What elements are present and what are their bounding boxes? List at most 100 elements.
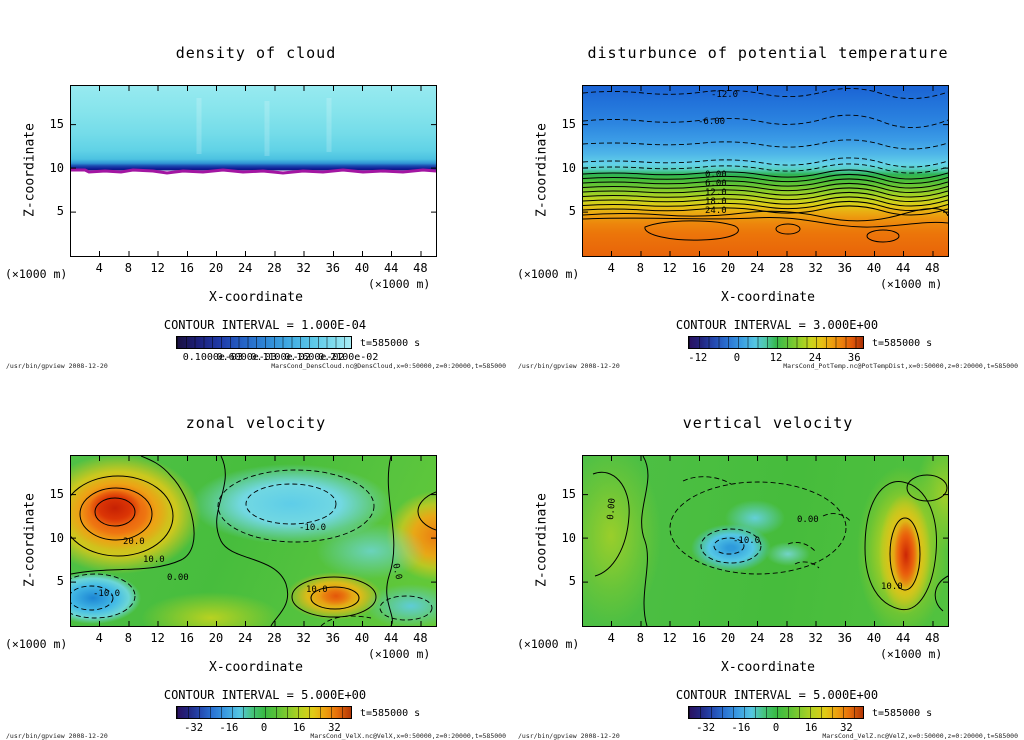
footer-command: /usr/bin/gpview 2008-12-20 (6, 362, 108, 370)
tick-label: 0 (733, 352, 741, 364)
x-axis-unit: (×1000 m) (880, 647, 943, 661)
contour-label: -12.0 (711, 90, 738, 100)
y-tick-labels: 5 10 15 (550, 85, 578, 255)
tick-label: 0.1600e-02 (284, 352, 345, 363)
tick-label: 8 (124, 631, 133, 645)
y-axis-unit: (×1000 m) (5, 267, 68, 281)
panel-potential-temperature: disturbunce of potential temperature Z-c… (512, 0, 1024, 370)
tick-label: 16 (292, 722, 306, 734)
tick-label: 4 (95, 631, 103, 645)
tick-label: 16 (179, 261, 195, 275)
contour-overlay: -12.0 -6.00 0.00 6.00 12.0 18.0 24.0 (583, 88, 948, 243)
tick-label: 48 (413, 261, 428, 275)
y-axis-unit: (×1000 m) (5, 637, 68, 651)
tick-label: 28 (779, 261, 794, 275)
colorbar-tick-labels: -32 -16 0 16 32 (688, 722, 864, 736)
panel-zonal-velocity: zonal velocity Z-coordinate (0, 370, 512, 740)
tick-label: 12 (150, 631, 165, 645)
contour-label: 18.0 (705, 197, 727, 207)
time-label: t=585000 s (872, 338, 933, 349)
plot-title: zonal velocity (185, 414, 327, 432)
colorbar-tick-labels: 0.1000e-03 0.6000e-03 0.1100e-02 0.1600e-02… (176, 352, 379, 366)
contour-label: 20.0 (123, 537, 145, 547)
tick-label: 24 (237, 261, 253, 275)
tick-label: 36 (325, 261, 341, 275)
tick-label: 0.2100e-02 (318, 352, 379, 363)
contour-labels: 0.00 -10.0 0.00 10.0 (606, 498, 903, 592)
contour-label: 0.00 (606, 498, 618, 520)
tick-label: 16 (179, 631, 195, 645)
panel-density-of-cloud: density of cloud Z-coordinate 5 10 15 4 8 12… (0, 0, 512, 370)
tick-label: 0.1100e-02 (250, 352, 311, 363)
x-tick-labels: 4 8 12 16 20 24 28 32 36 40 44 48 (582, 261, 947, 275)
tick-label: 40 (354, 261, 370, 275)
x-tick-labels: 4 8 12 16 20 24 28 32 36 40 44 48 (582, 631, 947, 645)
contour-label: 6.00 (705, 179, 727, 189)
tick-label: 48 (413, 631, 428, 645)
x-axis-unit: (×1000 m) (368, 277, 431, 291)
tick-label: 15 (49, 487, 64, 502)
tick-label: 12 (769, 352, 783, 364)
tick-label: -16 (219, 722, 239, 734)
contour-lines (592, 456, 948, 626)
tick-label: 10 (49, 530, 64, 545)
tick-label: 32 (296, 261, 311, 275)
tick-label: 36 (837, 631, 853, 645)
footer-command: /usr/bin/gpview 2008-12-20 (518, 362, 620, 370)
tick-label: 0 (260, 722, 268, 734)
contour-label: 0.0 (390, 563, 403, 581)
plot-title: density of cloud (175, 44, 337, 62)
tick-label: 15 (561, 487, 576, 502)
y-axis-label: Z-coordinate (534, 493, 550, 587)
tick-label: 0.1000e-03 (182, 352, 243, 363)
tick-label: 12 (662, 261, 677, 275)
tick-label: 44 (895, 261, 911, 275)
contour-label: 10.0 (143, 555, 165, 565)
contour-lines (71, 456, 436, 626)
tick-label: -16 (731, 722, 751, 734)
plot-title: disturbunce of potential temperature (587, 44, 949, 62)
tick-label: 20 (208, 631, 224, 645)
colorbar-tick-labels: -32 -16 0 16 32 (176, 722, 352, 736)
tick-label: -32 (184, 722, 204, 734)
time-label: t=585000 s (360, 708, 421, 719)
tick-label: 5 (568, 204, 576, 219)
footer-command: /usr/bin/gpview 2008-12-20 (518, 732, 620, 740)
contour-labels: 20.0 10.0 0.00 -10.0 -10.0 10.0 0.0 (93, 523, 403, 599)
tick-label: 12 (150, 261, 165, 275)
tick-label: 32 (328, 722, 341, 734)
tick-label: 36 (325, 631, 341, 645)
plot-title: vertical velocity (682, 414, 854, 432)
contour-overlay: 0.00 -10.0 0.00 10.0 (592, 456, 948, 626)
colorbar (688, 706, 864, 719)
contour-overlay (71, 98, 436, 175)
tick-label: 4 (607, 261, 615, 275)
colorbar-tick-labels: -12 0 12 24 36 (688, 352, 864, 366)
tick-label: 40 (866, 261, 882, 275)
contour-labels: -12.0 -6.00 0.00 6.00 12.0 18.0 24.0 (698, 90, 738, 216)
contour-interval-label: CONTOUR INTERVAL = 1.000E-04 (163, 318, 367, 332)
x-axis-label: X-coordinate (209, 290, 303, 305)
footer-source: MarsCond_DensCloud.nc@DensCloud,x=0:5000… (271, 362, 506, 370)
panel-vertical-velocity: vertical velocity Z-coordinate (512, 370, 1024, 740)
y-axis-label: Z-coordinate (22, 123, 38, 217)
tick-label: -32 (696, 722, 716, 734)
tick-label: 20 (720, 261, 736, 275)
tick-label: 5 (56, 204, 64, 219)
tick-label: 0 (772, 722, 780, 734)
x-axis-label: X-coordinate (721, 660, 815, 675)
x-tick-labels: 4 8 12 16 20 24 28 32 36 40 44 48 (70, 261, 435, 275)
contour-label: 10.0 (306, 585, 328, 595)
footer-source: MarsCond_VelZ.nc@VelZ,x=0:50000,z=0:2000… (822, 732, 1018, 740)
tick-label: 5 (568, 574, 576, 589)
time-label: t=585000 s (360, 338, 421, 349)
footer-source: MarsCond_PotTemp.nc@PotTempDist,x=0:5000… (783, 362, 1018, 370)
tick-label: 4 (607, 631, 615, 645)
tick-label: 10 (561, 160, 576, 175)
x-axis-label: X-coordinate (209, 660, 303, 675)
tick-label: 40 (866, 631, 882, 645)
tick-label: 32 (296, 631, 311, 645)
tick-label: 20 (208, 261, 224, 275)
contour-label: -6.00 (698, 117, 725, 127)
tick-label: 24 (808, 352, 822, 364)
